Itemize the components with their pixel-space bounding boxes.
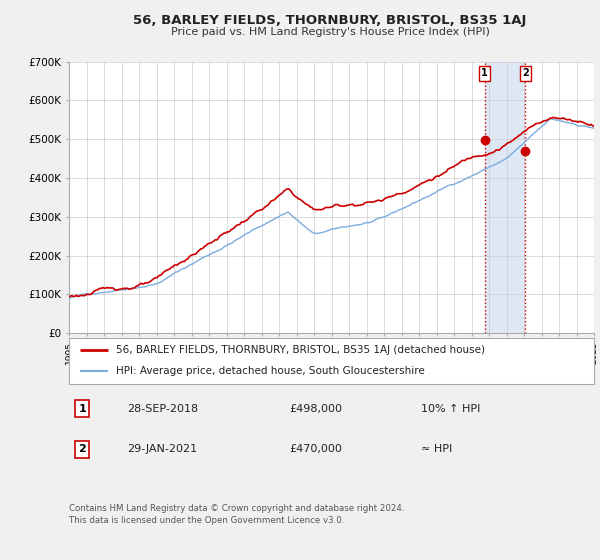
Text: 1: 1 [78,404,86,413]
Text: 29-JAN-2021: 29-JAN-2021 [127,445,197,454]
Text: 10% ↑ HPI: 10% ↑ HPI [421,404,480,413]
Text: HPI: Average price, detached house, South Gloucestershire: HPI: Average price, detached house, Sout… [116,366,425,376]
Text: Contains HM Land Registry data © Crown copyright and database right 2024.
This d: Contains HM Land Registry data © Crown c… [69,504,404,525]
Text: 56, BARLEY FIELDS, THORNBURY, BRISTOL, BS35 1AJ (detached house): 56, BARLEY FIELDS, THORNBURY, BRISTOL, B… [116,345,485,355]
Bar [485,62,526,333]
Text: Price paid vs. HM Land Registry's House Price Index (HPI): Price paid vs. HM Land Registry's House … [170,27,490,37]
Text: £470,000: £470,000 [290,445,343,454]
Text: 28-SEP-2018: 28-SEP-2018 [127,404,198,413]
Text: 1: 1 [481,68,488,78]
Text: 2: 2 [78,445,86,454]
Text: ≈ HPI: ≈ HPI [421,445,452,454]
Text: 56, BARLEY FIELDS, THORNBURY, BRISTOL, BS35 1AJ: 56, BARLEY FIELDS, THORNBURY, BRISTOL, B… [133,14,527,27]
Text: £498,000: £498,000 [290,404,343,413]
Text: 2: 2 [522,68,529,78]
